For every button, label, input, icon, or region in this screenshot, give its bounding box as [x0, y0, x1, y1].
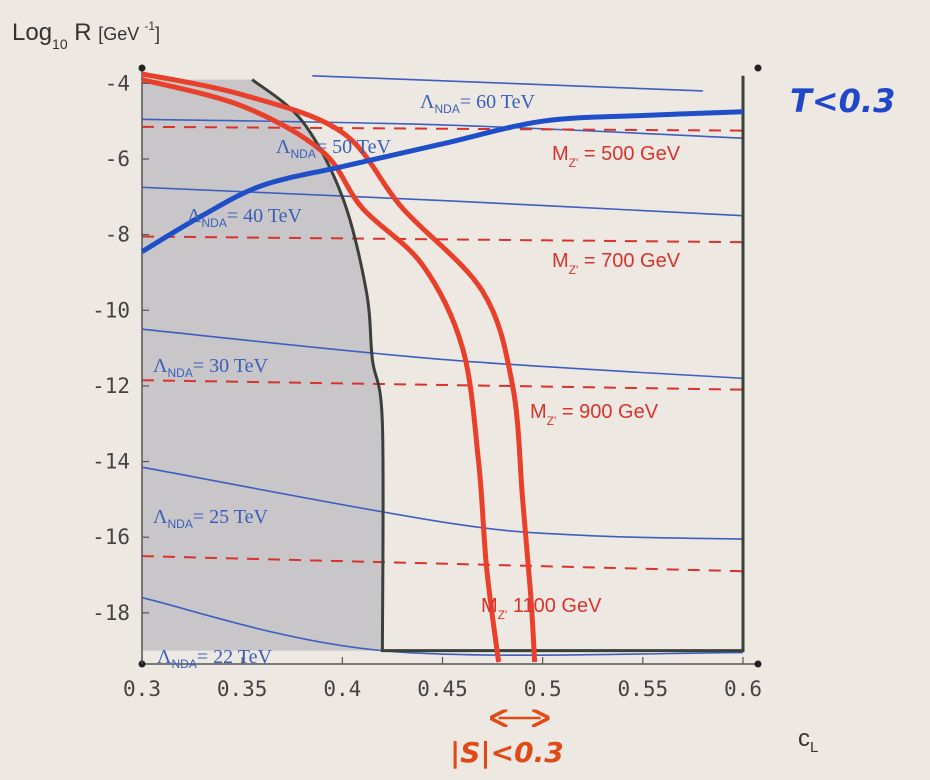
lambda-nda-label-6: ΛNDA= 22 TeV — [157, 646, 272, 671]
y-tick-label: -8 — [105, 223, 130, 247]
x-tick-label: 0.4 — [323, 677, 361, 701]
mz-line-3 — [141, 379, 744, 391]
x-axis-title: cL — [798, 725, 818, 756]
s-curve-right — [141, 71, 538, 663]
s-constraint-label: |S|<0.3 — [450, 736, 564, 769]
y-tick-label: -16 — [92, 525, 130, 549]
exclusion-boundary-curve — [251, 75, 745, 653]
mz-label-4: MZ' 1100 GeV — [481, 595, 602, 622]
lambda-nda-lines — [141, 74, 744, 656]
y-tick-label: -14 — [92, 450, 130, 474]
lambda-nda-line-2 — [141, 118, 744, 139]
corner-dot-top-left — [138, 64, 146, 72]
x-tick-label: 0.5 — [524, 677, 562, 701]
y-tick-label: -6 — [105, 147, 130, 171]
handwritten-annotations: T<0.3 |S|<0.3 — [450, 82, 895, 769]
x-tick-label: 0.45 — [417, 677, 468, 701]
mz-label-1: MZ' = 500 GeV — [552, 143, 681, 170]
y-tick-label: -10 — [92, 298, 130, 322]
exclusion-boundary — [251, 75, 745, 653]
y-tick-label: -18 — [92, 601, 130, 625]
lambda-nda-label-1: ΛNDA= 60 TeV — [420, 91, 535, 116]
lambda-nda-line-3 — [141, 186, 744, 217]
x-tick-label: 0.3 — [123, 677, 161, 701]
lambda-nda-label-3: ΛNDA= 40 TeV — [187, 205, 302, 230]
lambda-nda-line-1 — [312, 74, 703, 92]
lambda-nda-line-5 — [141, 466, 744, 540]
lambda-nda-label-5: ΛNDA= 25 TeV — [153, 506, 268, 531]
line-labels: ΛNDA= 60 TeV ΛNDA= 50 TeV ΛNDA= 40 TeV ΛNDA… — [153, 91, 681, 671]
y-axis-title: Log10 R [GeV -1] — [12, 19, 160, 52]
t-curve — [140, 109, 744, 254]
t-parameter-curve — [140, 109, 744, 254]
mz-line-1 — [141, 125, 744, 132]
corner-dot-bottom-right — [754, 660, 762, 668]
s-parameter-curves — [141, 71, 538, 663]
axis-ticks: -4 -6 -8 -10 -12 -14 -16 -18 0.3 0.35 0.4 0.45 0.5 0.… — [92, 71, 762, 701]
t-constraint-label: T<0.3 — [790, 82, 895, 120]
lambda-nda-label-4: ΛNDA= 30 TeV — [153, 355, 268, 380]
mz-prime-lines — [141, 125, 744, 573]
mz-label-2: MZ' = 700 GeV — [552, 250, 681, 277]
x-tick-label: 0.55 — [618, 677, 669, 701]
excluded-region — [142, 79, 384, 651]
s-curve-left — [141, 77, 502, 663]
y-tick-label: -4 — [105, 71, 130, 95]
mz-line-2 — [141, 235, 744, 244]
y-tick-label: -12 — [92, 374, 130, 398]
lambda-nda-line-4 — [141, 328, 744, 380]
plot-frame — [138, 64, 762, 668]
mz-label-3: MZ' = 900 GeV — [530, 401, 659, 428]
corner-dot-top-right — [754, 64, 762, 72]
mz-line-4 — [141, 555, 744, 573]
lambda-nda-label-2: ΛNDA= 50 TeV — [276, 136, 391, 161]
excluded-region-fill — [142, 79, 384, 651]
x-tick-label: 0.35 — [217, 677, 268, 701]
x-tick-label: 0.6 — [724, 677, 762, 701]
